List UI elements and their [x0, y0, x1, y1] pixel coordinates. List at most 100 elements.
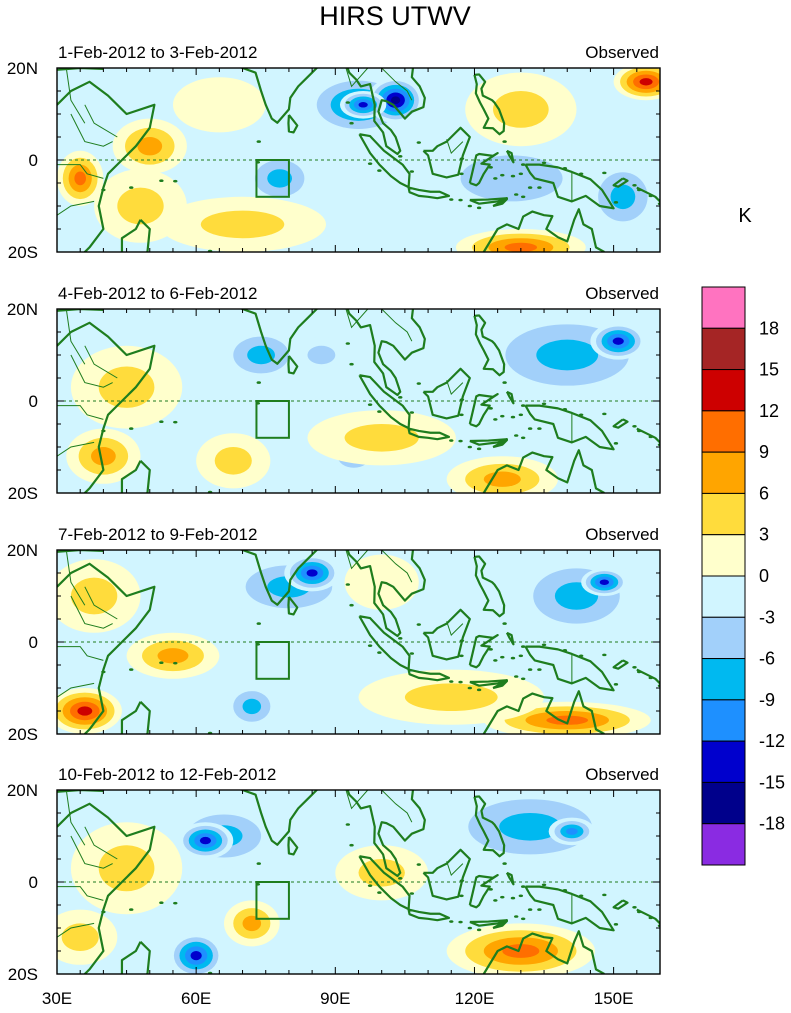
anomaly-contour [172, 77, 266, 133]
region-box [255, 641, 290, 680]
coastline [57, 80, 156, 252]
island [398, 877, 403, 880]
island [514, 434, 519, 437]
country-border [70, 595, 113, 629]
island [541, 883, 547, 887]
region-box [255, 881, 290, 920]
lat-tick-label: 20S [8, 965, 38, 984]
island [510, 896, 516, 900]
island [256, 862, 261, 865]
coastline [469, 679, 509, 687]
colorbar-level-label: -18 [759, 814, 785, 834]
region-box [255, 159, 290, 198]
island [510, 174, 516, 178]
country-border [381, 790, 413, 823]
panel-status-label: Observed [585, 525, 659, 544]
colorbar-level-label: -12 [759, 731, 785, 751]
island [562, 166, 568, 170]
lat-tick-label: 0 [29, 392, 38, 411]
coastline [358, 855, 411, 911]
island [502, 140, 507, 143]
island [488, 407, 493, 410]
island [520, 645, 526, 648]
island [636, 670, 642, 674]
anomaly-contour [358, 102, 368, 108]
coastline [120, 460, 151, 493]
coastline [422, 126, 471, 179]
island [398, 637, 403, 640]
island [367, 644, 373, 647]
coastline [239, 309, 319, 365]
island [476, 206, 482, 210]
anomaly-contour [483, 471, 521, 487]
island [377, 651, 382, 654]
coastline [57, 562, 156, 734]
island [514, 193, 519, 196]
island [520, 885, 526, 888]
colorbar-swatch [701, 286, 746, 329]
lat-tick-label: 20N [7, 300, 38, 319]
unit-label: K [738, 205, 752, 227]
colorbar-swatch [701, 616, 746, 660]
coastline [492, 439, 509, 449]
island [345, 583, 351, 586]
coastline [473, 73, 506, 136]
island [493, 659, 498, 662]
lon-tick-label: 150E [594, 989, 634, 1008]
island [632, 666, 637, 669]
anomaly-contour [504, 242, 538, 252]
island [458, 439, 463, 443]
island [459, 172, 464, 176]
island [520, 163, 526, 166]
country-border [446, 621, 464, 637]
coastline [636, 668, 660, 685]
coastline [346, 550, 426, 638]
island [648, 916, 653, 920]
island [256, 140, 261, 143]
country-border [446, 139, 464, 155]
colorbar-level-label: 3 [759, 525, 769, 545]
colorbar-swatch [701, 492, 746, 536]
island [527, 427, 533, 430]
anomaly-contour [493, 91, 549, 128]
anomaly-contour [242, 698, 262, 715]
island [502, 862, 507, 865]
anomaly-contour [566, 827, 578, 835]
country-border [84, 586, 118, 620]
coastline [505, 631, 515, 646]
island [377, 891, 382, 894]
colorbar-level-label: 12 [759, 401, 779, 421]
colorbar-level-label: 18 [759, 318, 779, 338]
country-border [65, 309, 86, 365]
island [173, 901, 178, 905]
coastline [346, 790, 426, 878]
coastline [407, 908, 451, 922]
coastline [239, 68, 319, 124]
island [256, 381, 261, 384]
country-border [345, 68, 369, 88]
island [449, 439, 454, 442]
colorbar-swatch [701, 451, 746, 494]
coastline [469, 919, 509, 927]
panel-date-label: 1-Feb-2012 to 3-Feb-2012 [58, 43, 257, 62]
island [518, 894, 524, 898]
coastline [612, 418, 629, 429]
coastline [407, 668, 451, 682]
coastline [612, 659, 629, 670]
island [467, 686, 473, 690]
anomaly-field [57, 550, 660, 734]
island [510, 415, 516, 419]
coastline [407, 186, 451, 200]
island [632, 425, 637, 428]
colorbar-swatch [701, 534, 746, 577]
island [458, 920, 463, 924]
island [476, 688, 482, 692]
map-panel: 20N 0 20S 10-Feb-2012 to 12-Feb-2012 Observe… [7, 765, 661, 984]
anomaly-contour [214, 447, 252, 475]
colorbar-level-label: -3 [759, 607, 775, 627]
panel-date-label: 4-Feb-2012 to 6-Feb-2012 [58, 284, 257, 303]
colorbar-level-label: -9 [759, 690, 775, 710]
island [562, 888, 568, 892]
island [409, 411, 415, 414]
